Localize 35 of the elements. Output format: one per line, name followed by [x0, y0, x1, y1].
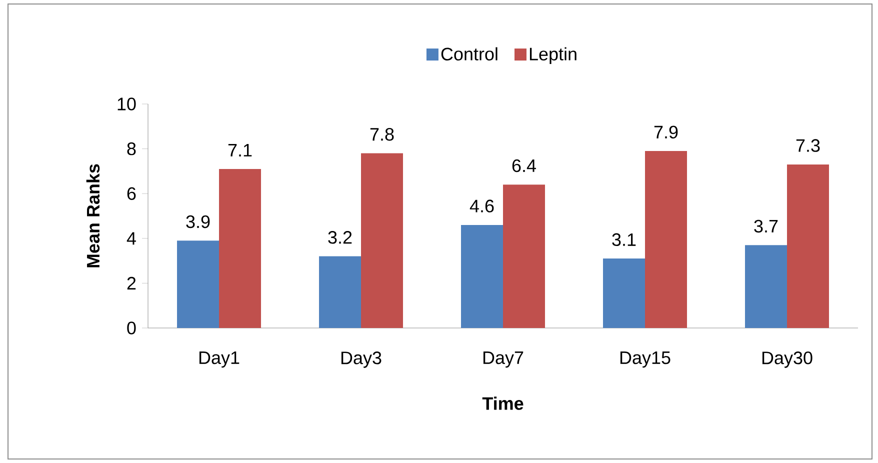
bar: [603, 258, 645, 328]
y-tick-label: 0: [127, 322, 136, 334]
y-tick-label: 4: [126, 232, 136, 245]
y-axis-title: Mean Ranks: [86, 164, 100, 268]
x-tick-label: Day1: [199, 352, 240, 368]
data-label: 3.7: [754, 220, 778, 233]
x-tick-label: Day3: [341, 352, 382, 368]
y-tick-label: 2: [127, 276, 136, 290]
y-tick-label: 6: [127, 187, 136, 200]
data-label: 3.9: [186, 215, 210, 228]
data-label: 4.6: [470, 200, 494, 212]
bar: [744, 245, 787, 328]
data-label: 3.2: [328, 231, 352, 244]
data-label: 3.1: [612, 233, 636, 246]
bar: [361, 153, 404, 328]
x-tick-label: Day30: [762, 352, 812, 368]
bar: [319, 256, 362, 328]
data-label: 7.9: [654, 126, 678, 138]
bar: [219, 168, 262, 328]
bar: [645, 151, 687, 328]
bar: [786, 164, 829, 328]
data-label: 6.4: [512, 159, 536, 172]
data-label: 7.1: [228, 144, 252, 156]
y-tick-label: 8: [127, 142, 136, 156]
y-tick-label: 10: [118, 98, 136, 110]
data-label: 7.8: [370, 128, 394, 141]
x-tick-label: Day15: [620, 352, 670, 368]
data-label: 7.3: [796, 139, 820, 152]
bar: [503, 184, 545, 328]
x-axis-title: Time: [482, 396, 524, 410]
x-tick-label: Day7: [483, 352, 524, 368]
bar: [461, 224, 503, 328]
legend-label: Control: [441, 47, 498, 60]
legend-label: Leptin: [530, 47, 576, 64]
bar: [177, 240, 220, 328]
